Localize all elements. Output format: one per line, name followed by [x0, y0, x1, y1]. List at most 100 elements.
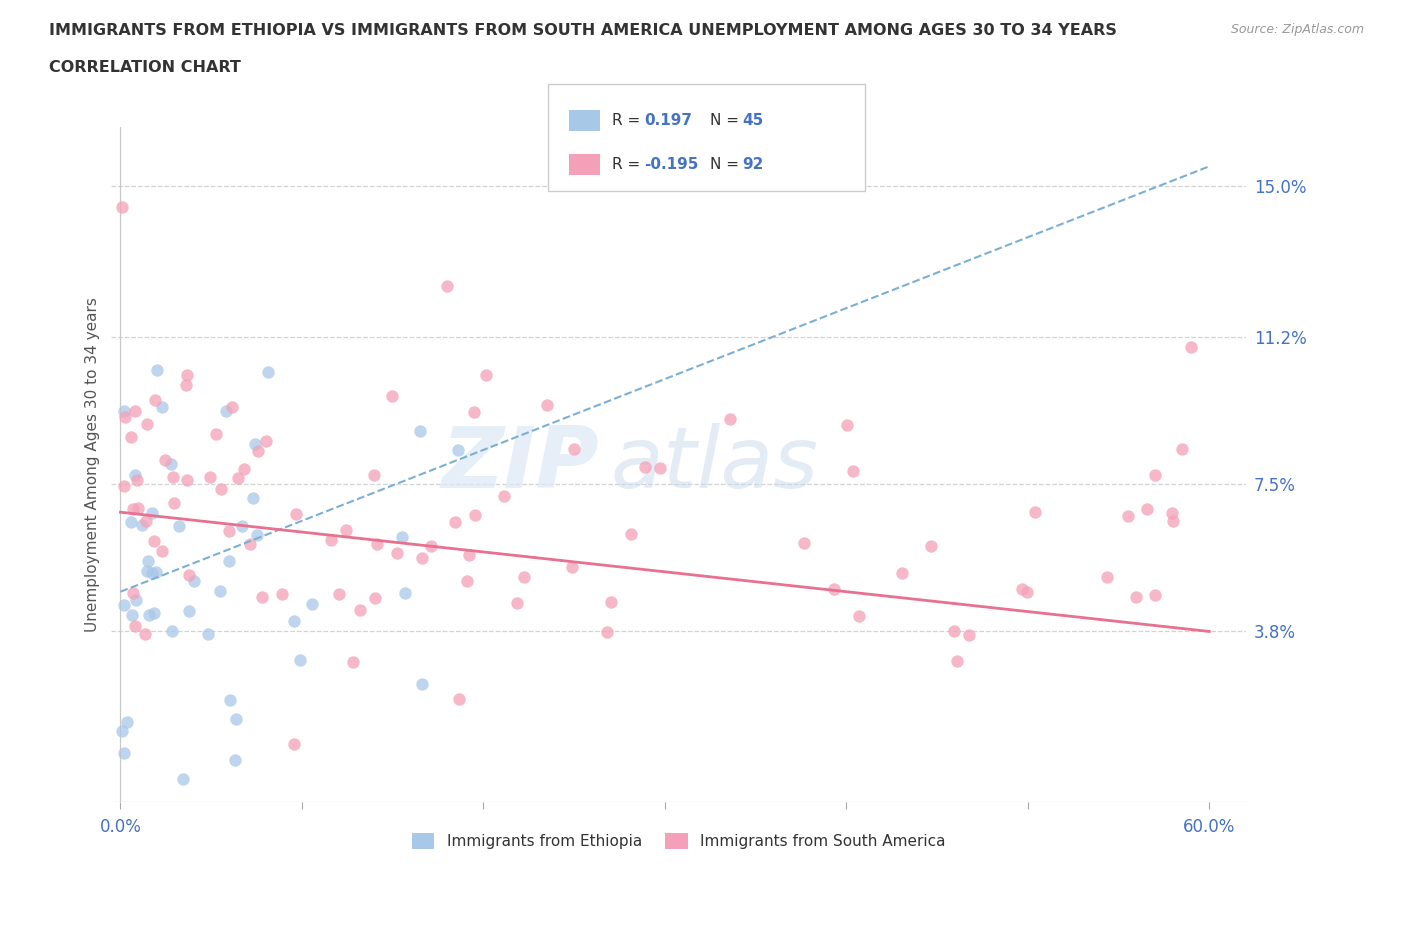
- Point: [536, 398, 558, 413]
- Point: [648, 460, 671, 475]
- Point: [218, 553, 240, 568]
- Point: [141, 506, 163, 521]
- Point: [364, 591, 387, 605]
- Point: [120, 514, 142, 529]
- Point: [225, 711, 247, 726]
- Point: [391, 529, 413, 544]
- Point: [121, 501, 143, 516]
- Point: [1011, 581, 1033, 596]
- Point: [162, 470, 184, 485]
- Point: [409, 424, 432, 439]
- Point: [143, 392, 166, 407]
- Point: [443, 514, 465, 529]
- Point: [436, 278, 458, 293]
- Point: [420, 539, 443, 554]
- Text: 45: 45: [742, 113, 763, 128]
- Point: [224, 752, 246, 767]
- Text: IMMIGRANTS FROM ETHIOPIA VS IMMIGRANTS FROM SOUTH AMERICA UNEMPLOYMENT AMONG AGE: IMMIGRANTS FROM ETHIOPIA VS IMMIGRANTS F…: [49, 23, 1118, 38]
- Point: [221, 400, 243, 415]
- Text: CORRELATION CHART: CORRELATION CHART: [49, 60, 240, 75]
- Point: [208, 583, 231, 598]
- Point: [301, 597, 323, 612]
- Point: [943, 624, 966, 639]
- Point: [145, 363, 167, 378]
- Point: [366, 537, 388, 551]
- Point: [464, 507, 486, 522]
- Point: [197, 627, 219, 642]
- Point: [411, 551, 433, 565]
- Point: [599, 595, 621, 610]
- Point: [115, 715, 138, 730]
- Point: [842, 463, 865, 478]
- Text: ZIP: ZIP: [441, 423, 599, 506]
- Point: [463, 405, 485, 419]
- Point: [242, 490, 264, 505]
- Point: [127, 500, 149, 515]
- Point: [150, 399, 173, 414]
- Point: [257, 365, 280, 379]
- Point: [142, 533, 165, 548]
- Point: [218, 693, 240, 708]
- Point: [141, 565, 163, 580]
- Point: [506, 596, 529, 611]
- Point: [134, 626, 156, 641]
- Point: [250, 590, 273, 604]
- Text: N =: N =: [710, 113, 744, 128]
- Point: [131, 517, 153, 532]
- Point: [205, 427, 228, 442]
- Point: [245, 527, 267, 542]
- Point: [124, 468, 146, 483]
- Point: [328, 586, 350, 601]
- Point: [1136, 501, 1159, 516]
- Point: [143, 605, 166, 620]
- Point: [239, 537, 262, 551]
- Point: [163, 496, 186, 511]
- Point: [125, 593, 148, 608]
- Point: [837, 418, 859, 432]
- Point: [1095, 570, 1118, 585]
- Point: [411, 677, 433, 692]
- Point: [1125, 590, 1147, 604]
- Point: [1180, 339, 1202, 354]
- Point: [456, 573, 478, 588]
- Text: -0.195: -0.195: [644, 157, 699, 172]
- Point: [135, 514, 157, 529]
- Point: [226, 471, 249, 485]
- Point: [512, 569, 534, 584]
- Point: [198, 470, 221, 485]
- Point: [112, 479, 135, 494]
- Point: [1143, 468, 1166, 483]
- Point: [1116, 509, 1139, 524]
- Point: [114, 409, 136, 424]
- Point: [159, 457, 181, 472]
- Point: [1171, 442, 1194, 457]
- Point: [447, 692, 470, 707]
- Point: [458, 548, 481, 563]
- Point: [209, 482, 232, 497]
- Point: [1143, 587, 1166, 602]
- Point: [335, 523, 357, 538]
- Text: Source: ZipAtlas.com: Source: ZipAtlas.com: [1230, 23, 1364, 36]
- Point: [215, 404, 238, 418]
- Point: [172, 771, 194, 786]
- Point: [135, 417, 157, 432]
- Point: [176, 472, 198, 487]
- Point: [135, 564, 157, 578]
- Point: [285, 507, 308, 522]
- Point: [718, 411, 741, 426]
- Point: [1024, 504, 1046, 519]
- Text: R =: R =: [612, 113, 645, 128]
- Point: [595, 625, 617, 640]
- Point: [562, 442, 585, 457]
- Text: R =: R =: [612, 157, 645, 172]
- Point: [349, 603, 371, 618]
- Text: N =: N =: [710, 157, 744, 172]
- Point: [290, 653, 312, 668]
- Point: [1017, 585, 1039, 600]
- Point: [342, 655, 364, 670]
- Point: [150, 543, 173, 558]
- Point: [848, 608, 870, 623]
- Point: [319, 532, 342, 547]
- Point: [160, 623, 183, 638]
- Point: [183, 573, 205, 588]
